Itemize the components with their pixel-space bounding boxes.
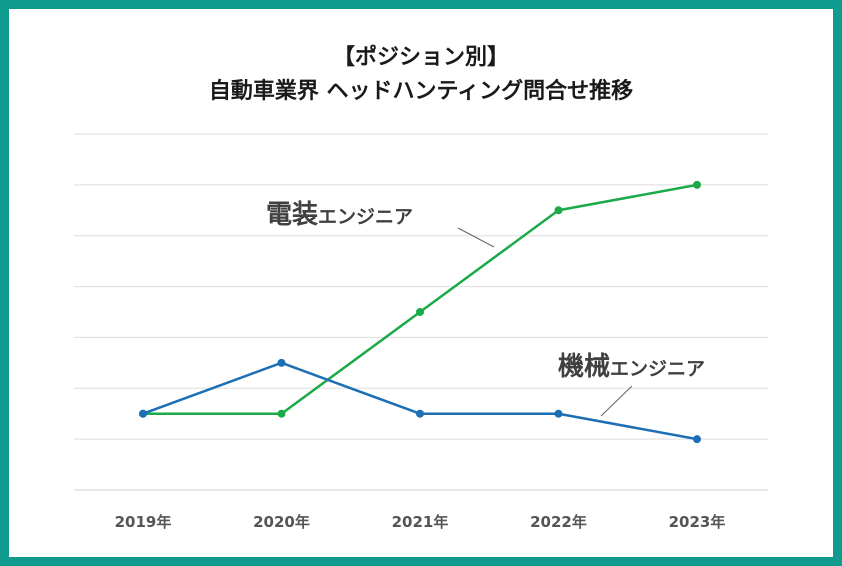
data-point	[693, 435, 701, 444]
chart-title-line1: 【ポジション別】	[332, 45, 509, 70]
data-point	[693, 180, 701, 189]
series-label-denso: 電装エンジニア	[266, 200, 413, 230]
data-point	[139, 409, 147, 418]
series-points	[139, 180, 701, 444]
data-point	[554, 409, 563, 418]
x-tick-label: 2020年	[253, 513, 310, 531]
series-label-main: 電装	[266, 200, 318, 230]
gridlines	[74, 133, 768, 491]
leader-line	[457, 227, 495, 248]
series-label-sub: エンジニア	[610, 358, 705, 380]
data-point	[277, 409, 286, 418]
x-tick-label: 2019年	[115, 513, 172, 531]
x-tick-label: 2022年	[530, 513, 587, 531]
data-point	[554, 206, 563, 215]
series-label-sub: エンジニア	[318, 206, 413, 228]
data-point	[416, 409, 424, 418]
data-point	[277, 358, 286, 367]
series-label-kikai: 機械エンジニア	[558, 352, 705, 382]
data-point	[416, 308, 424, 316]
chart-title-line2: 自動車業界 ヘッドハンティング問合せ推移	[208, 79, 634, 104]
x-tick-label: 2021年	[392, 513, 449, 531]
series-label-main: 機械	[558, 352, 610, 382]
leader-line	[600, 385, 633, 417]
x-tick-labels: 2019年 2020年 2021年 2022年 2023年	[115, 513, 726, 531]
x-tick-label: 2023年	[669, 513, 726, 531]
